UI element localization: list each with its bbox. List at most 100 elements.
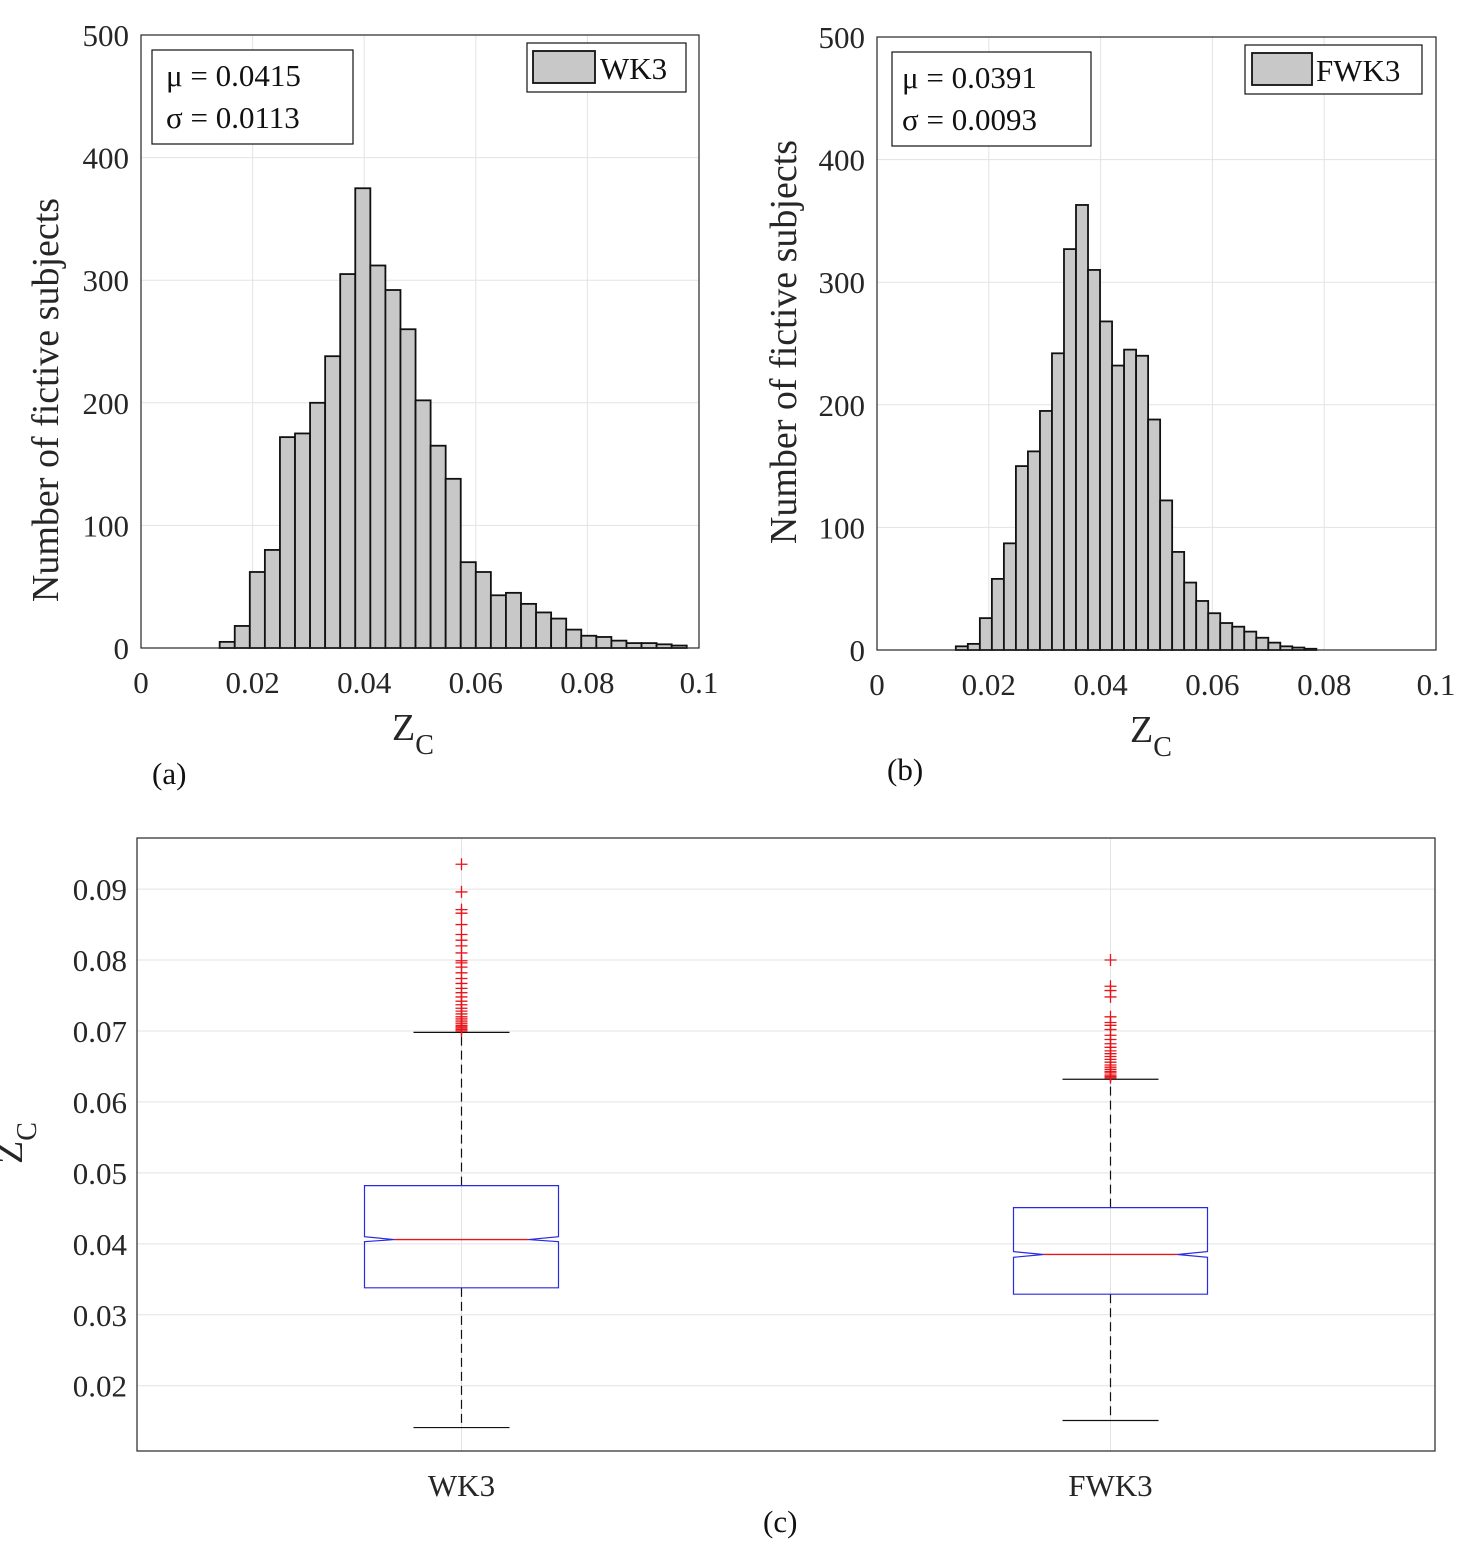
histogram-bar-a [309,401,327,649]
outlier-marker-wk3 [455,918,468,931]
y-tick-label-c: 0.09 [73,872,127,907]
x-tick-label-a: 0 [133,665,149,700]
sigma-value-b: σ = 0.0093 [902,102,1037,137]
x-tick-label-b: 0.08 [1297,667,1351,702]
y-tick-label-c: 0.02 [73,1369,127,1404]
histogram-bar-a [263,549,281,649]
y-tick-label-b: 0 [850,633,866,668]
x-tick-label-fwk3: FWK3 [1068,1468,1152,1503]
legend-label-b: FWK3 [1316,53,1400,88]
histogram-bar-a [520,602,537,649]
histogram-bar-a [233,625,251,649]
histogram-bar-b [1231,625,1246,651]
y-axis-label-c: ZC [0,1122,43,1164]
histogram-bar-b [1075,204,1089,651]
histogram-bar-b [978,617,993,651]
histogram-bar-b [1219,622,1234,651]
x-tick-label-b: 0 [869,667,885,702]
y-tick-label-c: 0.07 [73,1014,127,1049]
histogram-bar-b [1195,600,1210,651]
y-tick-label-b: 500 [819,20,866,55]
histogram-bar-a [459,561,477,649]
histogram-bar-a [580,634,598,649]
histogram-bar-b [1027,450,1041,651]
histogram-bar-b [1255,636,1270,651]
sigma-value-a: σ = 0.0113 [166,100,300,135]
histogram-bar-a [489,594,507,649]
histogram-bar-a [339,273,357,649]
histogram-bar-b [1123,348,1137,651]
y-tick-label-a: 400 [83,141,130,176]
outlier-marker-wk3 [455,858,468,871]
histogram-bar-b [1147,418,1162,651]
box-fwk3 [1012,1207,1209,1295]
outlier-marker-fwk3 [1104,954,1117,967]
y-tick-label-a: 200 [83,386,130,421]
x-tick-label-b: 0.02 [962,667,1016,702]
x-tick-label-a: 0.02 [225,665,279,700]
histogram-bar-a [444,477,462,649]
histogram-bar-b [1099,320,1113,651]
y-tick-label-a: 0 [114,631,130,666]
y-tick-label-b: 200 [819,388,866,423]
histogram-bar-a [324,355,342,649]
x-tick-label-wk3: WK3 [428,1468,495,1503]
x-tick-label-a: 0.1 [680,665,719,700]
outlier-marker-fwk3 [1104,1010,1117,1023]
histogram-bar-a [640,642,658,649]
y-axis-label-b: Number of fictive subjects [763,140,805,544]
x-axis-label-a: ZC [392,707,434,761]
histogram-bar-a [294,432,311,649]
histogram-bar-a [399,328,417,649]
y-tick-label-c: 0.06 [73,1085,127,1120]
y-tick-label-c: 0.05 [73,1156,127,1191]
y-axis-label-a: Number of fictive subjects [25,198,67,602]
panel-label-c: (c) [763,1504,797,1539]
histogram-bar-b [1267,641,1282,651]
histogram-bar-a [354,187,372,649]
axes-box-a [140,34,700,649]
y-tick-label-c: 0.04 [73,1227,128,1262]
y-tick-label-c: 0.03 [73,1298,127,1333]
histogram-bar-a [595,636,613,649]
box-wk3 [363,1185,560,1289]
outlier-marker-wk3 [455,903,468,916]
histogram-bar-b [1015,465,1029,651]
stats-box-b [891,51,1092,147]
histogram-fwk3: 0 0.02 0.04 0.06 0.08 0.1 0 100 200 300 400 500 μ =… [763,20,1455,787]
histogram-bar-a [625,642,643,649]
y-tick-label-a: 100 [83,508,130,543]
stats-box-a [151,49,354,145]
histogram-bar-a [610,639,628,649]
histogram-bar-b [1051,352,1065,651]
histogram-bar-a [279,436,296,649]
histogram-bar-b [1159,499,1174,651]
histogram-bar-b [1002,542,1017,651]
histogram-bar-a [429,444,447,649]
histogram-bar-b [1243,630,1258,651]
x-tick-label-b: 0.04 [1073,667,1128,702]
legend-swatch-a [532,50,596,84]
y-tick-label-c: 0.08 [73,943,127,978]
outlier-marker-fwk3 [1104,980,1117,993]
x-axis-label-b: ZC [1130,709,1172,763]
axes-box-b [876,36,1437,651]
histogram-bar-a [369,264,387,649]
histogram-bar-a [384,289,402,649]
x-tick-label-a: 0.06 [449,665,503,700]
y-tick-label-b: 400 [819,143,866,178]
histogram-bar-b [1171,551,1186,651]
histogram-bar-a [565,628,583,649]
histogram-bar-a [248,571,266,649]
y-tick-label-a: 300 [83,263,130,298]
x-tick-label-b: 0.06 [1185,667,1239,702]
histogram-bar-b [1207,612,1222,651]
histogram-bar-a [505,591,522,649]
x-tick-label-b: 0.1 [1417,667,1456,702]
histogram-bar-b [1063,248,1077,651]
legend-label-a: WK3 [600,51,667,86]
histogram-bar-a [550,617,568,649]
panel-label-b: (b) [887,752,923,787]
